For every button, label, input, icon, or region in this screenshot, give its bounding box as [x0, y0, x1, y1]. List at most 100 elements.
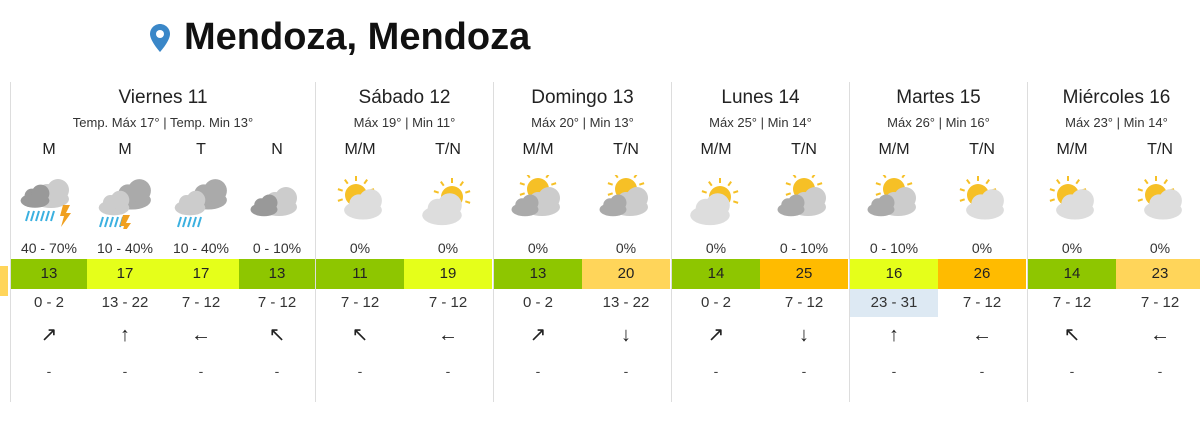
temperature-cell: 14	[672, 259, 760, 289]
max-min-temp: Máx 25° | Min 14°	[709, 115, 812, 130]
empty-value: -	[535, 363, 541, 379]
empty-value: -	[713, 363, 719, 379]
cloudy-icon	[599, 175, 648, 217]
precip-probability: 0%	[527, 240, 549, 256]
period-column: M 10 - 40% 17 13 - 22 ↑ -	[87, 139, 163, 389]
period-label: M	[118, 141, 132, 158]
period-label: M/M	[878, 141, 910, 158]
wind-speed: 23 - 31	[850, 289, 938, 317]
day-name: Viernes 11	[118, 87, 208, 108]
empty-value: -	[357, 363, 363, 379]
period-label: M/M	[700, 141, 732, 158]
period-label: T/N	[435, 141, 461, 158]
wind-speed: 0 - 2	[700, 294, 731, 311]
temperature-cell: 26	[938, 259, 1026, 289]
wind-direction-icon: ←	[438, 324, 458, 346]
wind-speed: 7 - 12	[784, 294, 824, 311]
wind-speed: 7 - 12	[1052, 294, 1092, 311]
empty-value: -	[891, 363, 897, 379]
empty-value: -	[979, 363, 985, 379]
map-pin-icon	[150, 23, 170, 52]
period-column: T/N 0% 19 7 - 12 ← -	[404, 139, 492, 389]
empty-value: -	[1069, 363, 1075, 379]
max-min-temp: Máx 19° | Min 11°	[353, 115, 456, 130]
partly-sunny-icon	[1049, 176, 1094, 220]
location-header: Mendoza, Mendoza	[150, 16, 530, 59]
wind-direction-icon: ↓	[799, 324, 809, 346]
cloud-rain-storm-icon	[98, 179, 151, 229]
period-column: M/M 0% 13 0 - 2 ↗ -	[494, 139, 582, 389]
wind-speed: 13 - 22	[101, 294, 149, 311]
sun-cloud-icon	[690, 178, 739, 226]
precip-probability: 0%	[349, 240, 371, 256]
wind-direction-icon: ←	[972, 324, 992, 346]
wind-speed: 7 - 12	[257, 294, 297, 311]
period-label: T/N	[969, 141, 995, 158]
wind-direction-icon: ↗	[529, 324, 547, 346]
partly-sunny-icon	[337, 176, 382, 220]
max-min-temp: Máx 20° | Min 13°	[531, 115, 634, 130]
day-name: Domingo 13	[531, 87, 634, 108]
precip-probability: 10 - 40%	[96, 240, 154, 256]
temperature-cell: 23	[1116, 259, 1200, 289]
period-label: M/M	[344, 141, 376, 158]
period-label: T/N	[791, 141, 817, 158]
storm-rain-icon	[20, 179, 71, 227]
temperature-cell: 17	[87, 259, 163, 289]
cloudy-icon	[511, 175, 560, 217]
temperature-cell: 11	[316, 259, 404, 289]
day-column: Miércoles 16 Máx 23° | Min 14° M/M 0% 14…	[1028, 82, 1200, 402]
temperature-cell: 20	[582, 259, 670, 289]
empty-value: -	[46, 363, 52, 379]
precip-probability: 0 - 10%	[779, 240, 829, 256]
day-column: Viernes 11 Temp. Máx 17° | Temp. Min 13°…	[10, 82, 316, 402]
wind-direction-icon: ↖	[351, 324, 369, 346]
period-label: T	[196, 141, 206, 158]
temperature-cell: 25	[760, 259, 848, 289]
period-label: M	[42, 141, 56, 158]
period-label: T/N	[613, 141, 639, 158]
temperature-cell: 19	[404, 259, 492, 289]
temperature-cell: 13	[494, 259, 582, 289]
precip-probability: 40 - 70%	[20, 240, 78, 256]
period-label: M/M	[522, 141, 554, 158]
wind-direction-icon: ↑	[120, 324, 130, 346]
period-column: T 10 - 40% 17 7 - 12 ← -	[163, 139, 239, 389]
precip-probability: 0%	[1061, 240, 1083, 256]
period-column: T/N 0% 23 7 - 12 ← -	[1116, 139, 1200, 389]
empty-value: -	[122, 363, 128, 379]
wind-direction-icon: ←	[191, 324, 211, 346]
precip-probability: 0%	[705, 240, 727, 256]
max-min-temp: Máx 23° | Min 14°	[1065, 115, 1168, 130]
wind-direction-icon: ↓	[621, 324, 631, 346]
empty-value: -	[1157, 363, 1163, 379]
wind-speed: 13 - 22	[602, 294, 650, 311]
period-column: N 0 - 10% 13 7 - 12 ↖ -	[239, 139, 315, 389]
wind-speed: 0 - 2	[522, 294, 553, 311]
cloudy-icon	[867, 175, 916, 217]
period-column: T/N 0% 26 7 - 12 ← -	[938, 139, 1026, 389]
precip-probability: 0%	[971, 240, 993, 256]
cloud-rain-icon	[174, 179, 227, 228]
wind-direction-icon: ↗	[40, 324, 58, 346]
period-column: T/N 0 - 10% 25 7 - 12 ↓ -	[760, 139, 848, 389]
day-name: Martes 15	[896, 87, 981, 108]
day-name: Lunes 14	[721, 87, 800, 108]
page-title: Mendoza, Mendoza	[184, 16, 531, 58]
temperature-cell: 17	[163, 259, 239, 289]
max-min-temp: Máx 26° | Min 16°	[887, 115, 990, 130]
precip-probability: 0 - 10%	[869, 240, 919, 256]
temperature-cell: 13	[239, 259, 315, 289]
wind-speed: 7 - 12	[428, 294, 468, 311]
empty-value: -	[445, 363, 451, 379]
temperature-cell: 16	[850, 259, 938, 289]
wind-speed: 7 - 12	[340, 294, 380, 311]
empty-value: -	[198, 363, 204, 379]
empty-value: -	[274, 363, 280, 379]
period-column: M/M 0 - 10% 16 23 - 31 ↑ -	[850, 139, 938, 389]
wind-direction-icon: ↗	[707, 324, 725, 346]
day-column: Sábado 12 Máx 19° | Min 11° M/M 0% 11 7 …	[316, 82, 494, 402]
precip-probability: 0%	[437, 240, 459, 256]
wind-direction-icon: ↖	[268, 324, 286, 346]
empty-value: -	[623, 363, 629, 379]
